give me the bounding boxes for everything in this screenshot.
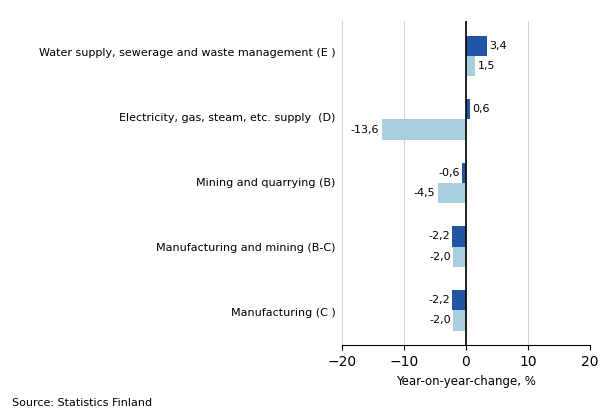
Text: Mining and quarrying (B): Mining and quarrying (B) (197, 178, 336, 188)
Text: Manufacturing (C ): Manufacturing (C ) (231, 308, 336, 318)
Text: 1,5: 1,5 (477, 61, 495, 71)
Text: 3,4: 3,4 (489, 41, 507, 51)
Text: Water supply, sewerage and waste management (E ): Water supply, sewerage and waste managem… (39, 48, 336, 58)
Text: Manufacturing and mining (B-C): Manufacturing and mining (B-C) (156, 243, 336, 253)
Text: -2,0: -2,0 (430, 315, 451, 325)
X-axis label: Year-on-year-change, %: Year-on-year-change, % (396, 374, 536, 388)
Text: -2,0: -2,0 (430, 252, 451, 262)
Bar (453, 247, 466, 267)
Bar (462, 163, 466, 183)
Bar (438, 183, 466, 203)
Bar (466, 56, 475, 76)
Bar (452, 226, 466, 247)
Bar (452, 290, 466, 310)
Text: -4,5: -4,5 (414, 188, 436, 198)
Text: -2,2: -2,2 (428, 295, 450, 305)
Text: -2,2: -2,2 (428, 231, 450, 241)
Text: Electricity, gas, steam, etc. supply  (D): Electricity, gas, steam, etc. supply (D) (119, 113, 336, 123)
Bar (453, 310, 466, 331)
Text: Source: Statistics Finland: Source: Statistics Finland (12, 398, 152, 408)
Bar (382, 119, 466, 140)
Bar (466, 35, 487, 56)
Text: -0,6: -0,6 (438, 168, 460, 178)
Text: 0,6: 0,6 (472, 104, 489, 114)
Text: -13,6: -13,6 (350, 125, 379, 135)
Bar (466, 99, 469, 119)
